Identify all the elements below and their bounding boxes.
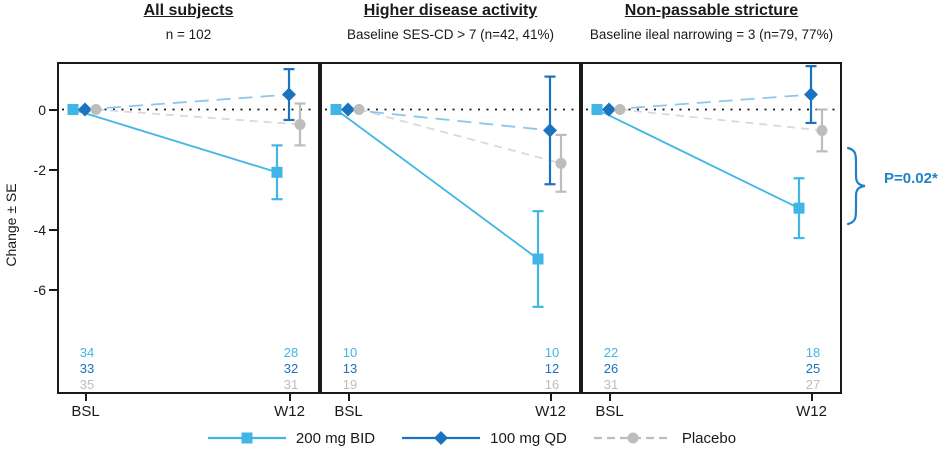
sample-size-Placebo: 16: [545, 377, 559, 392]
marker-200 mg BID: [532, 253, 544, 265]
sample-size-200 mg BID: 22: [604, 345, 618, 360]
series-line-Placebo: [358, 108, 562, 165]
y-tick-mark: [49, 109, 57, 111]
sample-size-200 mg BID: 18: [806, 345, 820, 360]
marker-Placebo: [614, 104, 626, 115]
sample-size-Placebo: 35: [80, 377, 94, 392]
sample-size-Placebo: 27: [806, 377, 820, 392]
sample-size-100 mg QD: 32: [284, 361, 298, 376]
y-tick-mark: [49, 229, 57, 231]
series-line-200 mg BID: [335, 108, 539, 260]
y-tick-label: -6: [33, 282, 46, 298]
marker-Placebo: [816, 124, 828, 136]
marker-200 mg BID: [271, 166, 283, 178]
marker-100 mg QD: [602, 102, 616, 117]
series-line-100 mg QD: [84, 93, 290, 111]
marker-Placebo-legend: [627, 432, 639, 444]
series-line-200 mg BID: [72, 108, 278, 174]
x-tick-mark: [347, 394, 350, 401]
marker-100 mg QD: [543, 123, 557, 138]
panel-title-higher-disease-activity: Higher disease activity: [363, 2, 538, 19]
marker-200 mg BID: [793, 202, 805, 214]
panel-subtitle-non-passable-stricture: Baseline ileal narrowing = 3 (n=79, 77%): [589, 27, 834, 42]
sample-size-200 mg BID: 28: [284, 345, 298, 360]
panel-non-passable-stricture: 22 18 26 25 31 27: [581, 62, 842, 394]
marker-100 mg QD: [804, 87, 818, 102]
marker-Placebo: [90, 104, 102, 115]
y-tick-mark: [49, 289, 57, 291]
panel-subtitle-higher-disease-activity: Baseline SES-CD > 7 (n=42, 41%): [346, 27, 555, 42]
marker-100 mg QD: [78, 102, 92, 117]
legend-item-200-mg-bid: 200 mg BID: [207, 429, 375, 447]
sample-size-100 mg QD: 13: [343, 361, 357, 376]
x-axis-label-w12: W12: [796, 403, 827, 420]
sample-size-100 mg QD: 33: [80, 361, 94, 376]
panel-plot-all-subjects: 34 28 33 32 35 31: [62, 68, 314, 392]
panel-higher-disease-activity: 10 10 13 12 19 16: [320, 62, 581, 394]
x-tick-mark: [84, 394, 87, 401]
panel-all-subjects: 34 28 33 32 35 31: [57, 62, 320, 394]
x-tick-mark: [810, 394, 813, 401]
x-tick-mark: [549, 394, 552, 401]
marker-100 mg QD: [341, 102, 355, 117]
sample-size-100 mg QD: 26: [604, 361, 618, 376]
legend-item-100-mg-qd: 100 mg QD: [401, 429, 567, 447]
x-axis-label-w12: W12: [274, 403, 305, 420]
x-axis-label-bsl: BSL: [595, 403, 624, 420]
marker-200 mg BID: [330, 104, 342, 115]
series-line-Placebo: [619, 108, 823, 132]
marker-200 mg BID-legend: [241, 432, 253, 444]
legend-label: 100 mg QD: [490, 429, 567, 447]
legend: 200 mg BID 100 mg QD Placebo: [0, 429, 943, 447]
x-tick-mark: [288, 394, 291, 401]
series-line-Placebo: [95, 108, 301, 126]
significance-bracket: [846, 146, 866, 226]
sample-size-200 mg BID: 10: [545, 345, 559, 360]
marker-100 mg QD-legend: [434, 431, 449, 445]
sample-size-Placebo: 31: [284, 377, 298, 392]
y-tick-label: -4: [33, 222, 46, 238]
y-tick-label: 0: [38, 102, 46, 118]
legend-item-placebo: Placebo: [593, 429, 736, 447]
sample-size-Placebo: 31: [604, 377, 618, 392]
series-line-200 mg BID: [596, 108, 800, 209]
legend-swatch-100-mg-qd: [402, 431, 481, 445]
legend-swatch-200-mg-bid: [207, 432, 286, 444]
sample-size-100 mg QD: 25: [806, 361, 820, 376]
p-value-label: P=0.02*: [884, 170, 938, 187]
panel-subtitle-all-subjects: n = 102: [165, 27, 212, 42]
y-tick-label: -2: [33, 162, 46, 178]
panel-title-all-subjects: All subjects: [143, 2, 234, 19]
x-axis-label-bsl: BSL: [71, 403, 100, 420]
marker-Placebo: [555, 157, 567, 169]
marker-200 mg BID: [591, 104, 603, 115]
x-tick-mark: [608, 394, 611, 401]
series-line-100 mg QD: [347, 108, 551, 132]
marker-100 mg QD: [282, 87, 296, 102]
sample-size-200 mg BID: 34: [80, 345, 94, 360]
x-axis-label-bsl: BSL: [334, 403, 363, 420]
sample-size-200 mg BID: 10: [343, 345, 357, 360]
legend-label: 200 mg BID: [295, 429, 376, 447]
x-axis-label-w12: W12: [535, 403, 566, 420]
marker-200 mg BID: [67, 104, 79, 115]
panel-plot-non-passable-stricture: 22 18 26 25 31 27: [586, 65, 836, 392]
sample-size-100 mg QD: 12: [545, 361, 559, 376]
legend-label: Placebo: [681, 429, 737, 447]
y-tick-mark: [49, 169, 57, 171]
series-line-100 mg QD: [608, 93, 812, 111]
panel-title-non-passable-stricture: Non-passable stricture: [624, 2, 799, 19]
marker-Placebo: [294, 118, 306, 130]
marker-Placebo: [353, 104, 365, 115]
legend-swatch-placebo: [593, 432, 672, 444]
sample-size-Placebo: 19: [343, 377, 357, 392]
